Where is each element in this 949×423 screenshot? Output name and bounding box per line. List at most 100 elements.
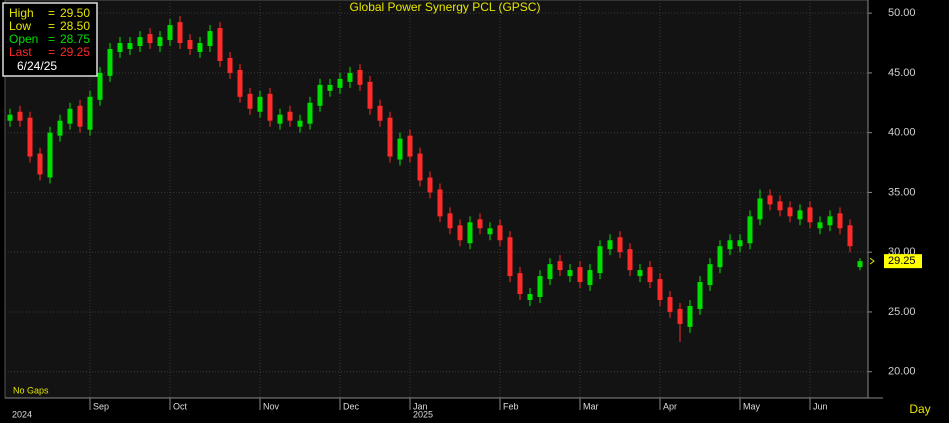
candle-body [47, 132, 53, 178]
candle-body [577, 267, 583, 283]
candle-body [187, 40, 193, 50]
y-tick-label: 45.00 [888, 67, 916, 79]
info-value: 28.75 [60, 32, 90, 46]
candle-body [427, 177, 433, 193]
candle-body [227, 57, 233, 73]
x-tick-label: Oct [173, 401, 188, 411]
year-label: 2024 [12, 409, 32, 419]
last-tag [884, 254, 922, 269]
x-tick-label: May [743, 401, 761, 411]
candle-body [27, 117, 33, 157]
candle-body [297, 120, 303, 127]
candle-body [267, 93, 273, 121]
candle-body [7, 114, 13, 121]
candle-body [137, 37, 143, 47]
info-date: 6/24/25 [17, 59, 57, 73]
info-value: 29.50 [60, 6, 90, 20]
candle-body [637, 270, 643, 277]
info-frame [2, 2, 98, 77]
info-sep: = [48, 19, 55, 33]
candle-body [147, 34, 153, 44]
candle-body [767, 195, 773, 205]
candle-body [557, 261, 563, 271]
info-sep: = [48, 32, 55, 46]
candle-body [697, 282, 703, 309]
candle-body [537, 276, 543, 298]
candle-body [797, 210, 803, 220]
y-tick-label: 50.00 [888, 7, 916, 19]
candle-body [747, 216, 753, 244]
candle-body [847, 225, 853, 247]
info-label: Open [9, 32, 38, 46]
candle-body [257, 96, 263, 112]
candle-body [127, 43, 133, 50]
candle-body [67, 108, 73, 124]
candle-body [237, 69, 243, 97]
candle-body [37, 153, 43, 175]
candle-body [77, 105, 83, 127]
candle-body [347, 72, 353, 82]
candle-body [507, 237, 513, 277]
candle-body [417, 153, 423, 181]
x-tick-label: Jun [813, 401, 828, 411]
candles [7, 16, 863, 342]
candle-body [787, 207, 793, 217]
candle-body [197, 43, 203, 52]
candle-body [547, 264, 553, 280]
candle-body [627, 249, 633, 271]
candle-body [107, 49, 113, 76]
y-tick-label: 40.00 [888, 127, 916, 139]
candle-body [657, 279, 663, 300]
candle-body [717, 246, 723, 268]
info-value: 28.50 [60, 19, 90, 33]
candle-body [57, 120, 63, 136]
candle-body [157, 37, 163, 47]
last-arrow [869, 257, 875, 265]
candle-body [807, 207, 813, 223]
candle-body [857, 261, 863, 268]
candle-body [247, 93, 253, 109]
candle-body [707, 264, 713, 286]
x-tick-label: Feb [503, 401, 519, 411]
y-tick-label: 25.00 [888, 306, 916, 318]
candle-body [677, 308, 683, 324]
candle-body [647, 267, 653, 283]
candle-body [517, 273, 523, 295]
candle-body [117, 43, 123, 52]
x-tick-label: Dec [343, 401, 360, 411]
candle-body [207, 31, 213, 47]
candle-body [317, 84, 323, 106]
x-tick-label: Apr [663, 401, 677, 411]
candle-body [457, 225, 463, 241]
candle-body [477, 219, 483, 229]
candle-body [837, 213, 843, 229]
candle-body [177, 22, 183, 44]
last-tag-label: 29.25 [888, 255, 916, 267]
candle-body [217, 28, 223, 61]
candle-body [617, 237, 623, 253]
info-label: High [9, 6, 34, 20]
info-label: Low [9, 19, 31, 33]
candle-body [407, 135, 413, 157]
y-tick-label: 20.00 [888, 366, 916, 378]
x-tick-label: Jan [413, 401, 428, 411]
info-sep: = [48, 6, 55, 20]
x-tick-label: Sep [93, 401, 109, 411]
info-label: Last [9, 45, 32, 59]
x-tick-label: Mar [583, 401, 599, 411]
candle-body [527, 294, 533, 300]
candle-body [87, 96, 93, 130]
candle-body [447, 213, 453, 229]
plot-area [4, 0, 869, 399]
candle-body [497, 225, 503, 241]
y-tick-label: 35.00 [888, 186, 916, 198]
info-value: 29.25 [60, 45, 90, 59]
x-tick-label: Nov [263, 401, 280, 411]
period-label: Day [909, 402, 930, 416]
info-box: High = 29.50 Low = 28.50 Open = 28.75 La… [2, 2, 98, 77]
candle-body [277, 114, 283, 124]
info-sep: = [48, 45, 55, 59]
candle-body [817, 222, 823, 229]
year-label: 2025 [413, 409, 433, 419]
